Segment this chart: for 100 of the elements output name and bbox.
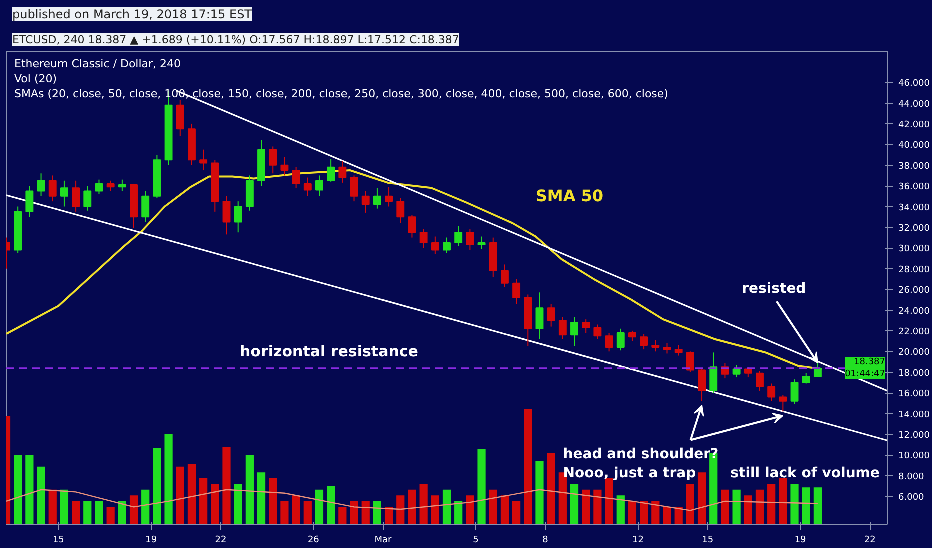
- candlestick: [408, 214, 416, 238]
- text: published on March 19, 2018 17:15 EST: [12, 8, 253, 22]
- candlestick: [582, 319, 590, 334]
- bar: [373, 501, 382, 524]
- annotation: Vol (20): [14, 72, 58, 86]
- y-tick-label: 12.000: [898, 430, 930, 441]
- y-tick-label: 6.000: [898, 493, 925, 504]
- bar: [790, 484, 799, 524]
- candlestick: [48, 175, 57, 202]
- candlestick: [420, 229, 428, 249]
- annotation: 18.387 01:44:47: [845, 357, 886, 380]
- bar: [106, 507, 115, 524]
- candlestick: [686, 351, 694, 373]
- bar: [246, 455, 254, 524]
- bar: [512, 501, 521, 524]
- x-tick-label: 22: [864, 536, 876, 546]
- candlestick: [222, 196, 231, 236]
- candlestick: [663, 342, 672, 354]
- x-tick-label: 26: [308, 536, 320, 546]
- x-tick-label: 22: [215, 536, 227, 546]
- candlestick: [304, 177, 312, 197]
- candlestick: [756, 370, 764, 392]
- candlestick: [547, 304, 556, 328]
- candlestick: [605, 332, 614, 352]
- candlestick: [478, 236, 486, 250]
- y-tick-label: 38.000: [898, 162, 930, 172]
- bar: [570, 484, 579, 524]
- bar: [26, 455, 34, 524]
- bar: [640, 501, 648, 524]
- annotation: head and shoulder? Nooo, just a trap: [563, 446, 719, 482]
- bar: [616, 496, 625, 524]
- ref-line-label: horizontal resistance: [240, 342, 418, 360]
- bar: [222, 447, 231, 524]
- bar: [84, 501, 92, 524]
- bar: [211, 484, 220, 524]
- candlestick: [698, 368, 706, 402]
- bar: [768, 484, 776, 524]
- candlestick: [616, 328, 625, 352]
- y-tick-label: 34.000: [898, 203, 930, 214]
- candlestick: [72, 180, 80, 212]
- bar: [594, 490, 602, 524]
- x-tick-label: 8: [542, 536, 549, 546]
- candlestick: [814, 362, 822, 378]
- candlestick: [466, 229, 474, 251]
- bar: [269, 478, 278, 524]
- bar: [420, 484, 428, 524]
- bar: [292, 496, 300, 524]
- bar: [60, 490, 69, 524]
- candlestick: [536, 292, 544, 340]
- candlestick: [106, 180, 115, 192]
- annotation: resisted: [742, 280, 806, 297]
- x-tick-label: 15: [702, 536, 714, 546]
- bar: [466, 496, 474, 524]
- candlestick: [802, 372, 810, 384]
- y-tick-label: 26.000: [898, 286, 930, 296]
- y-tick-label: 16.000: [898, 390, 930, 400]
- bar: [14, 455, 22, 524]
- candlestick: [779, 394, 788, 412]
- candlestick: [84, 186, 92, 212]
- bar: [721, 490, 730, 524]
- bar: [500, 496, 510, 524]
- series-label: SMA 50: [536, 186, 604, 206]
- bar: [756, 490, 764, 524]
- bar: [234, 484, 242, 524]
- bar: [176, 466, 184, 524]
- bar: [153, 448, 162, 524]
- bar: [338, 507, 347, 524]
- candlestick: [385, 186, 394, 208]
- bar: [280, 501, 289, 524]
- candlestick: [594, 324, 602, 340]
- y-tick-label: 20.000: [898, 348, 930, 358]
- candlestick: [373, 188, 382, 210]
- candlestick: [362, 190, 370, 214]
- candlestick: [454, 226, 463, 247]
- bar: [582, 490, 590, 524]
- bar: [663, 507, 672, 524]
- bar: [200, 478, 208, 524]
- y-tick-label: 32.000: [898, 224, 930, 234]
- y-tick-label: 44.000: [898, 100, 930, 110]
- bar: [674, 507, 683, 524]
- candlestick: [443, 237, 451, 254]
- y-tick-label: 14.000: [898, 410, 930, 420]
- bar: [686, 484, 694, 524]
- bar: [478, 450, 486, 524]
- bar: [547, 452, 556, 524]
- candlestick: [558, 317, 567, 340]
- candlestick: [628, 330, 636, 342]
- candlestick: [512, 278, 521, 305]
- candlestick: [500, 264, 509, 288]
- bar: [362, 501, 370, 524]
- bar: [732, 490, 741, 524]
- candlestick: [95, 179, 104, 195]
- candlestick: [176, 100, 184, 137]
- bar: [814, 488, 822, 524]
- bar: [142, 490, 150, 524]
- bar: [802, 488, 810, 524]
- candlestick: [396, 198, 405, 224]
- bar: [628, 501, 637, 524]
- bar: [48, 490, 57, 524]
- candlestick: [744, 366, 752, 378]
